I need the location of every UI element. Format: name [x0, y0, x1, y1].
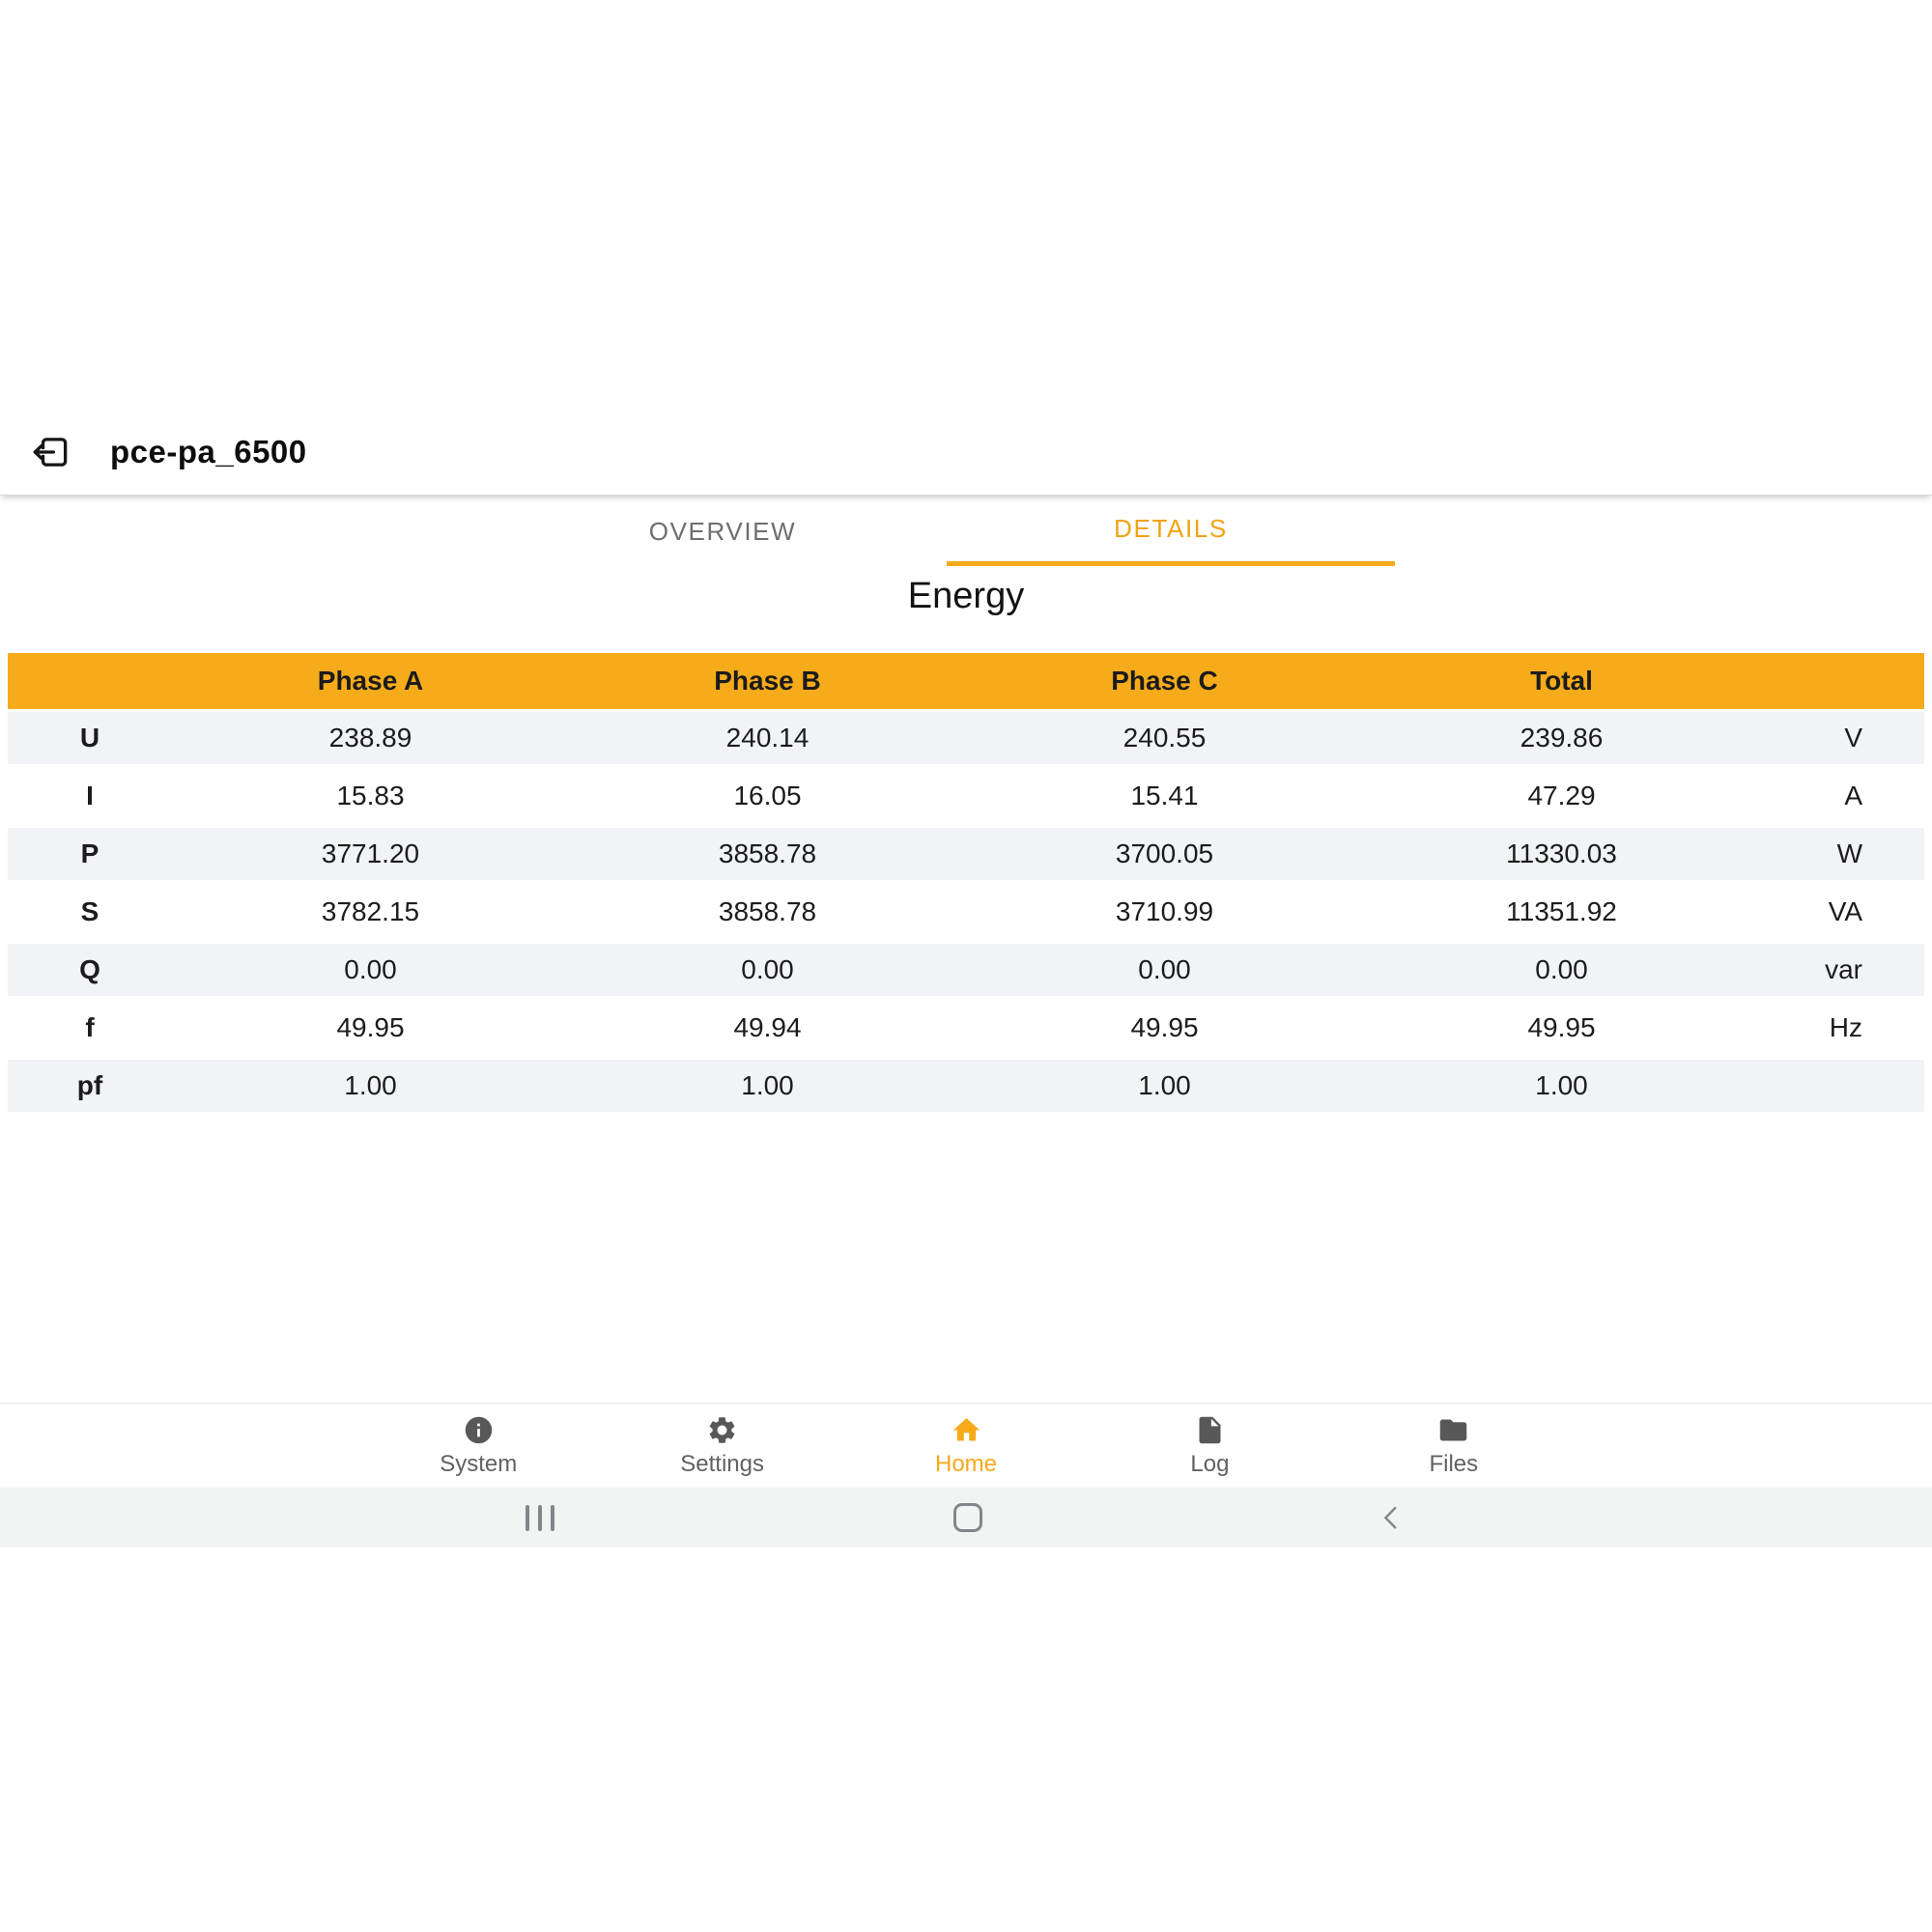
value-phase-b: 0.00: [741, 954, 794, 984]
table-row-pf: pf 1.00 1.00 1.00 1.00: [8, 1057, 1924, 1115]
row-label: Q: [79, 954, 100, 984]
nav-item-settings[interactable]: Settings: [600, 1404, 843, 1488]
toolbar: pce-pa_6500: [0, 410, 1932, 496]
value-total: 1.00: [1535, 1070, 1588, 1100]
nav-item-label: System: [440, 1450, 518, 1477]
nav-item-files[interactable]: Files: [1332, 1404, 1576, 1488]
value-phase-a: 3771.20: [321, 838, 420, 868]
column-header-phase-c: Phase C: [1111, 666, 1218, 696]
tab-overview[interactable]: OVERVIEW: [648, 516, 797, 546]
bottom-navigation: System Settings Home Log: [0, 1403, 1932, 1488]
row-label: pf: [76, 1070, 103, 1100]
recents-bar: [538, 1505, 542, 1531]
nav-item-label: Files: [1429, 1450, 1479, 1477]
table-row-Q: Q 0.00 0.00 0.00 0.00 var: [8, 941, 1924, 999]
value-phase-c: 3710.99: [1115, 896, 1214, 926]
column-header-total: Total: [1530, 666, 1593, 696]
bottom-navigation-items: System Settings Home Log: [356, 1404, 1576, 1488]
unit-label: var: [1825, 954, 1862, 984]
table-row-f: f 49.95 49.94 49.95 49.95 Hz: [8, 999, 1924, 1057]
value-phase-b: 16.05: [733, 781, 802, 810]
tab-details[interactable]: DETAILS: [947, 497, 1395, 566]
value-phase-b: 3858.78: [718, 838, 817, 868]
value-phase-c: 49.95: [1130, 1012, 1199, 1042]
unit-label: V: [1844, 723, 1862, 753]
row-label: f: [85, 1012, 95, 1042]
value-phase-c: 3700.05: [1115, 838, 1214, 868]
row-label: S: [80, 896, 99, 926]
table-row-I: I 15.83 16.05 15.41 47.29 A: [8, 767, 1924, 825]
nav-item-system[interactable]: System: [356, 1404, 600, 1488]
unit-label: A: [1844, 781, 1862, 810]
value-total: 49.95: [1527, 1012, 1596, 1042]
value-phase-a: 238.89: [328, 723, 412, 753]
column-header-phase-b: Phase B: [714, 666, 821, 696]
row-label: P: [80, 838, 99, 868]
exit-app-icon[interactable]: [29, 432, 70, 472]
document-icon: [1199, 1416, 1221, 1443]
table-header-row: Phase A Phase B Phase C Total: [8, 653, 1924, 709]
value-total: 47.29: [1527, 781, 1596, 810]
recents-icon[interactable]: [526, 1505, 554, 1531]
unit-label: VA: [1828, 896, 1862, 926]
unit-label: W: [1836, 838, 1862, 868]
value-phase-a: 1.00: [344, 1070, 397, 1100]
recents-bar: [551, 1505, 554, 1531]
row-label: U: [79, 723, 100, 753]
value-phase-c: 1.00: [1138, 1070, 1191, 1100]
page-title: pce-pa_6500: [110, 434, 307, 469]
nav-item-log[interactable]: Log: [1088, 1404, 1331, 1488]
folder-icon: [1440, 1419, 1467, 1440]
unit-label: Hz: [1829, 1012, 1862, 1042]
value-phase-a: 3782.15: [321, 896, 420, 926]
table-row-S: S 3782.15 3858.78 3710.99 11351.92 VA: [8, 883, 1924, 941]
table-row-U: U 238.89 240.14 240.55 239.86 V: [8, 709, 1924, 767]
column-header-phase-a: Phase A: [317, 666, 424, 696]
value-phase-c: 240.55: [1122, 723, 1207, 753]
value-phase-b: 1.00: [741, 1070, 794, 1100]
home-icon: [952, 1417, 980, 1440]
tab-bar: OVERVIEW DETAILS: [498, 497, 1395, 566]
android-home-icon[interactable]: [953, 1503, 982, 1532]
nav-item-label: Home: [935, 1450, 998, 1477]
row-label: I: [86, 781, 94, 810]
value-phase-c: 0.00: [1138, 954, 1191, 984]
nav-item-home[interactable]: Home: [844, 1404, 1088, 1488]
value-total: 0.00: [1535, 954, 1588, 984]
value-phase-c: 15.41: [1130, 781, 1199, 810]
back-icon[interactable]: [1376, 1502, 1406, 1533]
nav-item-label: Log: [1190, 1450, 1230, 1477]
android-system-bar: [0, 1488, 1932, 1548]
value-total: 239.86: [1520, 723, 1604, 753]
value-phase-b: 49.94: [733, 1012, 802, 1042]
table-row-P: P 3771.20 3858.78 3700.05 11330.03 W: [8, 825, 1924, 883]
value-phase-a: 15.83: [336, 781, 405, 810]
table-body: U 238.89 240.14 240.55 239.86 V I 15.83 16.05 15.…: [8, 709, 1924, 1115]
recents-bar: [526, 1505, 529, 1531]
energy-table: Phase A Phase B Phase C Total U 238.89 240…: [8, 653, 1924, 1115]
value-phase-b: 240.14: [725, 723, 810, 753]
value-total: 11351.92: [1506, 896, 1617, 926]
gear-icon: [709, 1416, 735, 1443]
nav-item-label: Settings: [680, 1450, 764, 1477]
value-phase-b: 3858.78: [718, 896, 817, 926]
section-heading: Energy: [907, 576, 1025, 616]
value-phase-a: 49.95: [336, 1012, 405, 1042]
info-icon: [465, 1416, 492, 1443]
value-total: 11330.03: [1506, 838, 1617, 868]
value-phase-a: 0.00: [344, 954, 397, 984]
